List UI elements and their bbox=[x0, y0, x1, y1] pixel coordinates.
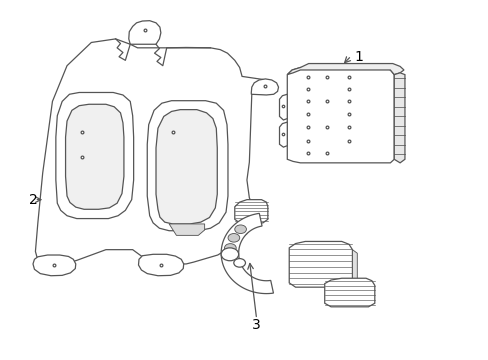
Circle shape bbox=[221, 248, 238, 261]
Polygon shape bbox=[138, 254, 183, 276]
Polygon shape bbox=[65, 104, 123, 209]
Text: 1: 1 bbox=[354, 50, 363, 64]
Text: 2: 2 bbox=[29, 193, 37, 207]
Polygon shape bbox=[33, 255, 76, 276]
Polygon shape bbox=[156, 110, 217, 224]
Circle shape bbox=[224, 244, 236, 252]
Polygon shape bbox=[169, 224, 204, 235]
Polygon shape bbox=[287, 67, 393, 163]
Polygon shape bbox=[279, 94, 287, 120]
Polygon shape bbox=[288, 242, 352, 287]
Polygon shape bbox=[393, 73, 404, 163]
Circle shape bbox=[234, 225, 246, 234]
Polygon shape bbox=[128, 21, 161, 44]
Polygon shape bbox=[147, 101, 227, 231]
Circle shape bbox=[227, 234, 239, 242]
Polygon shape bbox=[324, 278, 374, 307]
Polygon shape bbox=[234, 200, 267, 223]
Polygon shape bbox=[279, 122, 287, 147]
Polygon shape bbox=[251, 79, 278, 95]
Text: 3: 3 bbox=[252, 318, 261, 332]
Polygon shape bbox=[35, 39, 271, 264]
Polygon shape bbox=[287, 64, 403, 75]
Circle shape bbox=[233, 258, 245, 267]
Polygon shape bbox=[56, 93, 133, 219]
Polygon shape bbox=[352, 249, 357, 283]
Polygon shape bbox=[221, 213, 273, 294]
